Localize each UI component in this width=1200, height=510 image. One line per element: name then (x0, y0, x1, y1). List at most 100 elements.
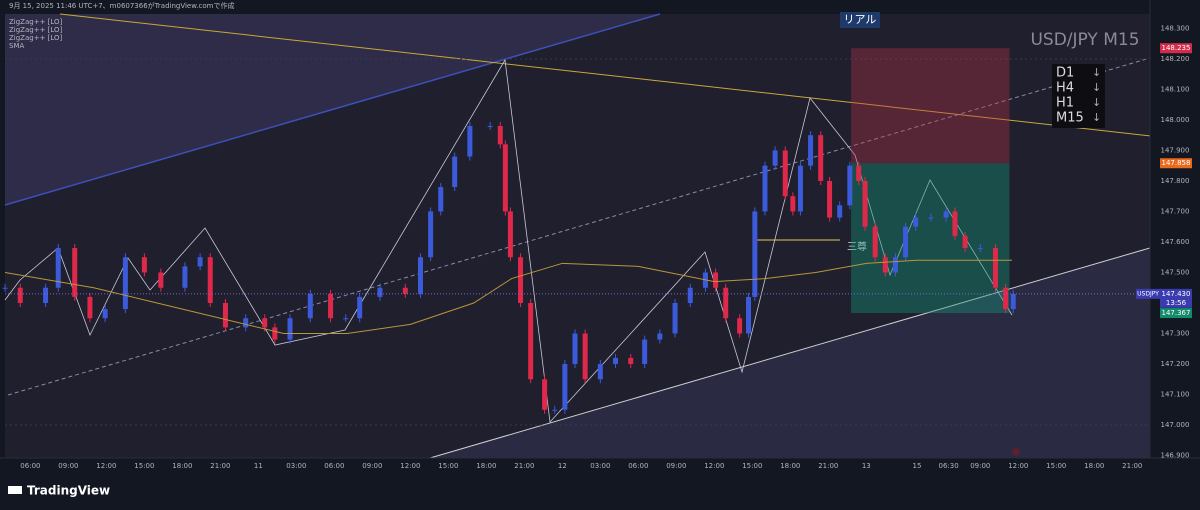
y-tick-label: 147.700 (1161, 207, 1190, 215)
candle-body (752, 211, 758, 297)
candle-body (672, 302, 678, 334)
x-tick-label: 06:00 (324, 462, 344, 470)
candle-body (377, 287, 383, 297)
support-line (429, 244, 1161, 459)
candle-body (207, 257, 213, 303)
caption: 9月 15, 2025 11:46 UTC+7、m0607366がTrading… (9, 1, 235, 10)
candle-body (977, 248, 983, 250)
candle-body (518, 257, 524, 303)
candle-body (1003, 287, 1009, 310)
annotation: 三尊 (847, 240, 867, 253)
y-tick-label: 147.600 (1161, 238, 1190, 246)
candle-body (856, 165, 862, 181)
resistance-line (59, 13, 1161, 138)
stop-badge-label: 148.235 (1162, 44, 1191, 52)
x-tick-label: 06:00 (20, 462, 40, 470)
candle-body (992, 248, 998, 288)
candle-body (572, 333, 578, 365)
candle-body (357, 296, 363, 319)
logo (8, 486, 22, 494)
y-tick-label: 147.900 (1161, 146, 1190, 154)
candle-body (72, 248, 78, 297)
y-tick-label: 148.400 (1161, 0, 1190, 2)
candle-body (713, 272, 719, 288)
entry-badge (1160, 158, 1192, 169)
candle-body (272, 327, 278, 340)
y-tick-label: 148.000 (1161, 116, 1190, 124)
candle-body (55, 248, 61, 288)
candle-body (287, 318, 293, 340)
candle-body (542, 379, 548, 410)
target-badge-label: 147.367 (1162, 309, 1191, 317)
candle-body (628, 357, 634, 365)
candle-body (837, 205, 843, 218)
x-tick-label: 12:00 (704, 462, 724, 470)
mode-label: リアル (844, 13, 877, 26)
candle-body (797, 165, 803, 212)
candle-body (87, 296, 93, 319)
y-tick-label: 148.300 (1161, 24, 1190, 32)
y-tick-label: 148.100 (1161, 85, 1190, 93)
candle-body (452, 156, 458, 188)
brand: TradingView (27, 484, 110, 498)
timeframe-label: H1 (1056, 96, 1074, 111)
entry-badge-label: 147.858 (1162, 159, 1191, 167)
sma-line (4, 259, 1012, 335)
y-tick-label: 147.500 (1161, 268, 1190, 276)
candle-body (882, 257, 888, 273)
candle-body (102, 309, 108, 319)
x-tick-label: 13 (862, 462, 871, 470)
indicator: ZigZag++ [LO] (9, 26, 63, 34)
indicator: ZigZag++ [LO] (9, 18, 63, 26)
candle-body (952, 211, 958, 236)
candle-body (487, 126, 493, 128)
y-tick-label: 148.200 (1161, 55, 1190, 63)
candle-body (862, 180, 868, 227)
timeframe-arrow: ↓ (1092, 96, 1101, 109)
candle-body (772, 150, 778, 166)
candle-body (402, 287, 408, 294)
x-tick-label: 21:00 (1122, 462, 1142, 470)
candle-body (262, 318, 268, 328)
candle-body (808, 135, 814, 166)
candle-body (343, 318, 349, 320)
stop-badge (1160, 43, 1192, 54)
candle-body (43, 287, 49, 303)
x-tick-label: 12:00 (96, 462, 116, 470)
symbol-badge (1136, 288, 1161, 299)
price-axis (1150, 0, 1200, 458)
timeframe-label: D1 (1056, 66, 1074, 81)
x-tick-label: 06:00 (628, 462, 648, 470)
stop-zone (851, 48, 1010, 164)
timeframe-arrow: ↓ (1092, 111, 1101, 124)
x-tick-label: 18:00 (780, 462, 800, 470)
x-tick-label: 11 (254, 462, 263, 470)
candle-body (943, 211, 949, 218)
candle-body (158, 272, 164, 288)
x-tick-label: 18:00 (1084, 462, 1104, 470)
candle-body (141, 257, 147, 273)
candle-body (17, 287, 23, 303)
last-price-badge (1160, 288, 1192, 308)
x-tick-label: 09:00 (666, 462, 686, 470)
x-tick-label: 12 (558, 462, 567, 470)
x-tick-label: 03:00 (590, 462, 610, 470)
candle-body (502, 144, 508, 212)
candle-body (307, 293, 313, 319)
x-tick-label: 21:00 (514, 462, 534, 470)
x-tick-label: 12:00 (400, 462, 420, 470)
x-tick-label: 18:00 (172, 462, 192, 470)
x-tick-label: 09:00 (362, 462, 382, 470)
candle-body (913, 217, 919, 227)
indicator: SMA (9, 42, 24, 50)
candle-body (847, 165, 853, 206)
candle-body (552, 409, 558, 411)
candle-body (182, 266, 188, 288)
target-badge (1160, 308, 1192, 319)
candle-body (528, 302, 534, 380)
timeframe-arrow: ↓ (1092, 66, 1101, 79)
candle-body (243, 318, 249, 328)
candle-body (507, 211, 513, 258)
chart-title: USD/JPY M15 (1030, 30, 1139, 50)
y-tick-label: 147.200 (1161, 360, 1190, 368)
